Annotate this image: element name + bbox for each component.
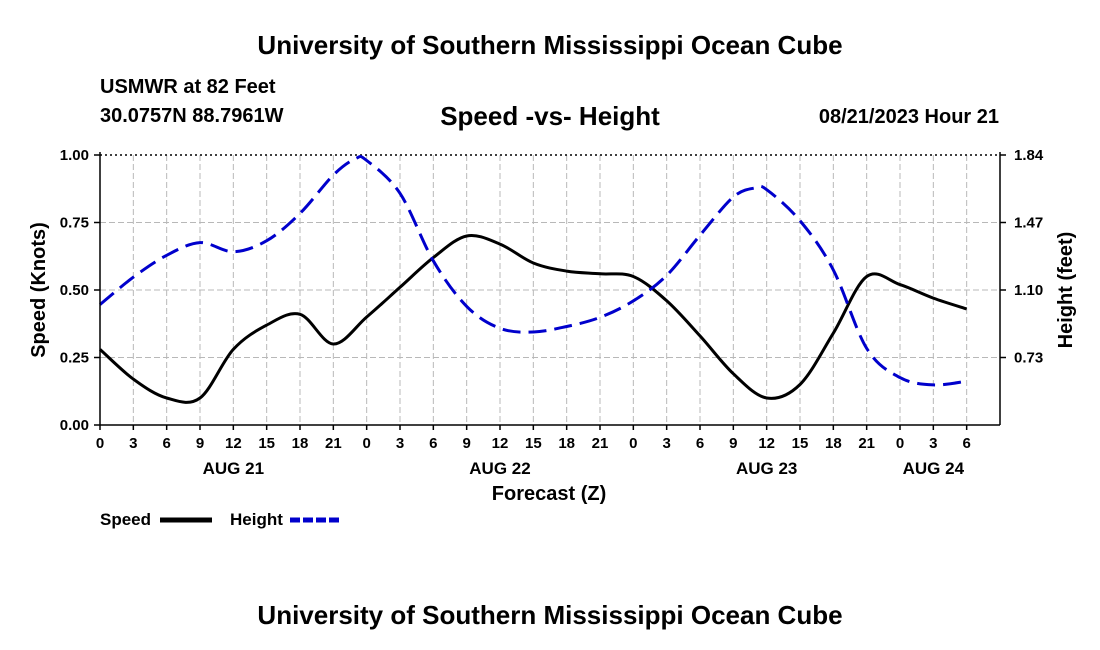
x-tick-label: 3 — [929, 435, 937, 452]
y-tick-label-left: 0.50 — [60, 282, 89, 299]
x-tick-label: 21 — [858, 435, 875, 452]
x-tick-label: 18 — [558, 435, 575, 452]
x-day-label: AUG 22 — [469, 459, 530, 478]
x-tick-label: 6 — [962, 435, 970, 452]
y-tick-label-left: 1.00 — [60, 147, 89, 164]
x-tick-label: 0 — [96, 435, 104, 452]
x-tick-label: 0 — [896, 435, 904, 452]
x-tick-label: 0 — [362, 435, 370, 452]
y-tick-label-right: 0.73 — [1014, 350, 1043, 367]
chart-subtitle: Speed -vs- Height — [440, 101, 660, 131]
y-tick-label-left: 0.25 — [60, 350, 89, 367]
x-tick-label: 9 — [729, 435, 737, 452]
legend-label-height: Height — [230, 510, 283, 529]
forecast-datetime: 08/21/2023 Hour 21 — [818, 106, 999, 128]
x-day-label: AUG 23 — [736, 459, 797, 478]
x-tick-label: 21 — [325, 435, 342, 452]
x-tick-label: 12 — [492, 435, 509, 452]
page-title: University of Southern Mississippi Ocean… — [257, 30, 843, 60]
x-tick-label: 6 — [696, 435, 704, 452]
y-axis-title-left: Speed (Knots) — [28, 222, 50, 358]
chart-axes — [94, 152, 1006, 430]
chart-grid — [100, 154, 1000, 425]
y-tick-label-right: 1.84 — [1014, 147, 1044, 164]
chart-labels: Forecast (Z) Speed (Knots) Height (feet)… — [28, 147, 1077, 505]
legend-label-speed: Speed — [100, 510, 151, 529]
x-tick-label: 9 — [196, 435, 204, 452]
x-tick-label: 0 — [629, 435, 637, 452]
x-tick-label: 6 — [429, 435, 437, 452]
y-tick-label-right: 1.10 — [1014, 282, 1043, 299]
y-tick-label-right: 1.47 — [1014, 215, 1043, 232]
footer-title: University of Southern Mississippi Ocean… — [257, 600, 843, 630]
x-axis-title: Forecast (Z) — [492, 483, 606, 505]
chart-series — [99, 154, 968, 404]
x-tick-label: 12 — [758, 435, 775, 452]
series-line-height — [99, 154, 967, 387]
x-tick-label: 18 — [825, 435, 842, 452]
series-line-speed — [99, 234, 968, 404]
x-tick-label: 6 — [162, 435, 170, 452]
x-tick-label: 9 — [462, 435, 470, 452]
y-tick-label-left: 0.00 — [60, 417, 89, 434]
station-label: USMWR at 82 Feet — [100, 76, 276, 98]
x-day-label: AUG 21 — [203, 459, 264, 478]
y-tick-label-left: 0.75 — [60, 215, 89, 232]
x-tick-label: 3 — [396, 435, 404, 452]
x-tick-label: 18 — [292, 435, 309, 452]
y-axis-title-right: Height (feet) — [1055, 232, 1077, 349]
station-coordinates: 30.0757N 88.7961W — [100, 105, 284, 127]
x-tick-label: 3 — [662, 435, 670, 452]
x-day-label: AUG 24 — [903, 459, 965, 478]
x-tick-label: 3 — [129, 435, 137, 452]
x-tick-label: 15 — [792, 435, 809, 452]
x-tick-label: 12 — [225, 435, 242, 452]
x-tick-label: 15 — [525, 435, 542, 452]
x-tick-label: 15 — [258, 435, 275, 452]
chart-legend: Speed Height — [100, 510, 342, 529]
x-tick-label: 21 — [592, 435, 609, 452]
speed-height-chart: Forecast (Z) Speed (Knots) Height (feet)… — [28, 147, 1077, 529]
